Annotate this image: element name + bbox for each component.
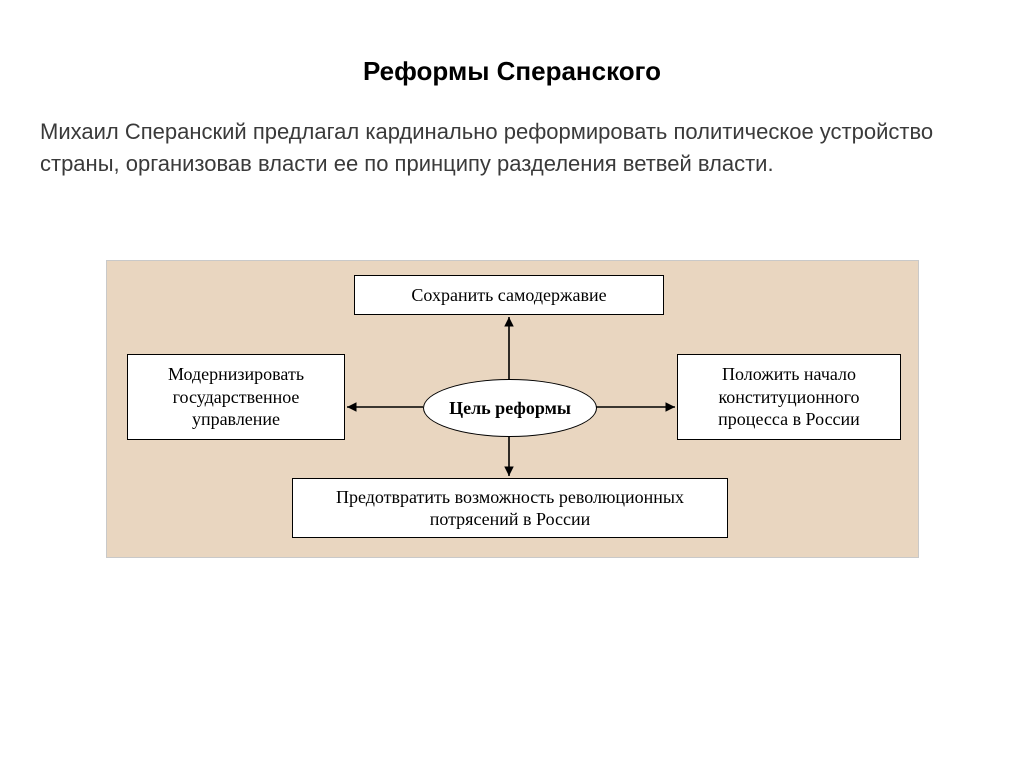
node-right: Положить начало конституционного процесс… [677,354,901,440]
node-top-label: Сохранить самодержавие [411,284,606,307]
node-center: Цель реформы [423,379,597,437]
page-title: Реформы Сперанского [0,56,1024,87]
node-top: Сохранить самодержавие [354,275,664,315]
node-left-label: Модернизировать государственное управлен… [136,363,336,431]
node-left: Модернизировать государственное управлен… [127,354,345,440]
page-subtitle: Михаил Сперанский предлагал кардинально … [40,116,984,180]
node-center-label: Цель реформы [449,398,571,419]
node-bottom-label: Предотвратить возможность революционных … [301,486,719,531]
node-right-label: Положить начало конституционного процесс… [686,363,892,431]
page: Реформы Сперанского Михаил Сперанский пр… [0,0,1024,767]
diagram: Сохранить самодержавие Модернизировать г… [107,261,918,557]
node-bottom: Предотвратить возможность революционных … [292,478,728,538]
diagram-container: Сохранить самодержавие Модернизировать г… [106,260,919,558]
